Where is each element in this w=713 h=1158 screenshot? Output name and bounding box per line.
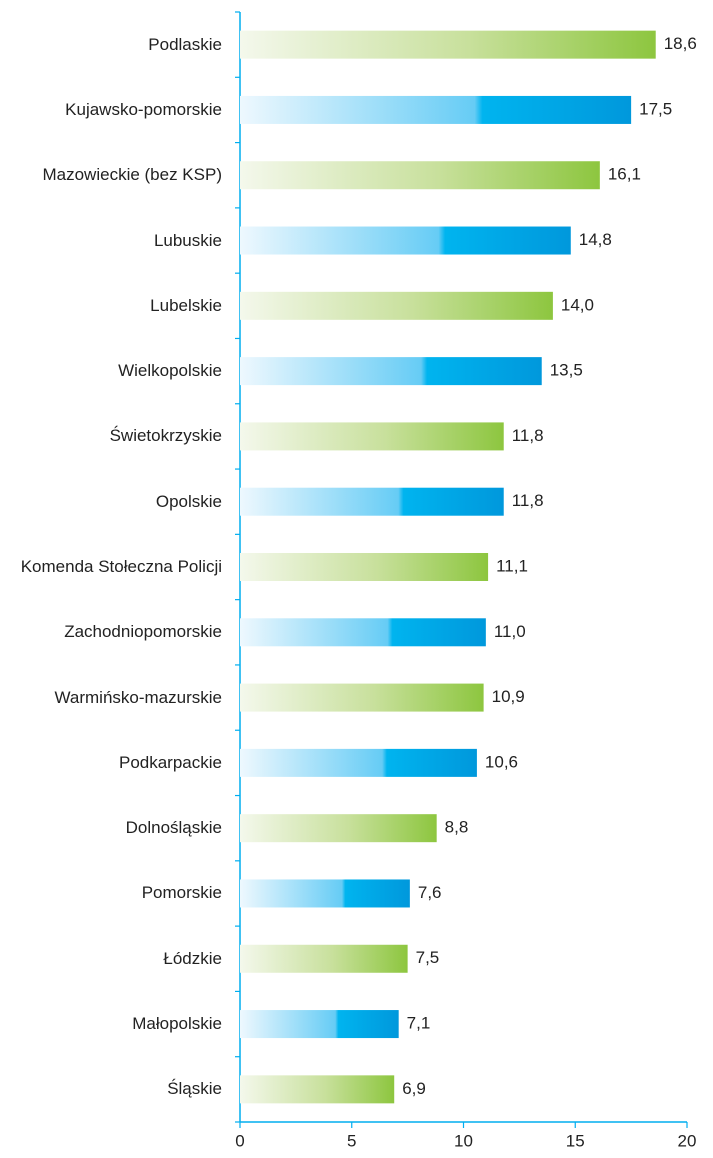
y-tick-label: Opolskie [155, 491, 222, 511]
value-label: 16,1 [608, 165, 641, 184]
bar [240, 1010, 399, 1039]
y-tick-label: Dolnośląskie [125, 818, 222, 838]
value-label: 10,6 [485, 752, 518, 771]
y-tick-label: Mazowieckie (bez KSP) [42, 165, 222, 185]
value-label: 17,5 [639, 99, 672, 118]
bar [240, 226, 571, 255]
bar [240, 944, 408, 973]
bar [240, 291, 553, 320]
y-tick-label: Podlaskie [148, 34, 222, 54]
x-tick-label: 20 [678, 1131, 697, 1150]
bar [240, 422, 504, 451]
value-label: 14,0 [561, 295, 594, 314]
y-tick-label: Podkarpackie [118, 752, 222, 772]
bar [240, 814, 437, 843]
y-tick-label: Śląskie [167, 1079, 222, 1099]
bar [240, 879, 410, 908]
y-tick-label: Komenda Stołeczna Policji [20, 557, 222, 576]
x-tick-label: 5 [347, 1131, 356, 1150]
value-label: 11,8 [512, 491, 544, 510]
value-label: 10,9 [492, 687, 525, 706]
value-label: 11,0 [494, 622, 526, 641]
value-label: 11,1 [496, 556, 528, 575]
bar [240, 95, 632, 124]
y-tick-label: Warmińsko-mazurskie [54, 687, 222, 707]
value-label: 18,6 [664, 34, 697, 53]
value-label: 6,9 [402, 1079, 426, 1098]
x-tick-label: 0 [235, 1131, 244, 1150]
bar [240, 618, 486, 647]
x-tick-label: 10 [454, 1131, 473, 1150]
y-tick-label: Lubuskie [153, 230, 222, 250]
bar [240, 161, 600, 190]
y-tick-label: Kujawsko-pomorskie [65, 99, 222, 119]
y-tick-label: Wielkopolskie [118, 361, 222, 381]
value-label: 7,1 [407, 1014, 431, 1033]
y-tick-label: Świetokrzyskie [109, 426, 222, 446]
value-label: 7,5 [416, 948, 440, 967]
bar [240, 30, 656, 59]
bar [240, 357, 542, 386]
bar [240, 487, 504, 516]
y-tick-label: Łódzkie [163, 948, 222, 968]
value-label: 8,8 [445, 818, 469, 837]
value-label: 7,6 [418, 883, 442, 902]
value-label: 13,5 [550, 361, 583, 380]
x-tick-label: 15 [566, 1131, 585, 1150]
y-tick-label: Lubelskie [150, 295, 222, 315]
value-label: 11,8 [512, 426, 544, 445]
bar [240, 683, 484, 712]
y-tick-label: Zachodniopomorskie [64, 622, 222, 642]
y-tick-label: Pomorskie [141, 883, 222, 903]
bar [240, 1075, 395, 1104]
bar [240, 553, 489, 581]
value-label: 14,8 [579, 230, 612, 249]
y-tick-label: Małopolskie [132, 1014, 222, 1034]
bar [240, 748, 477, 777]
